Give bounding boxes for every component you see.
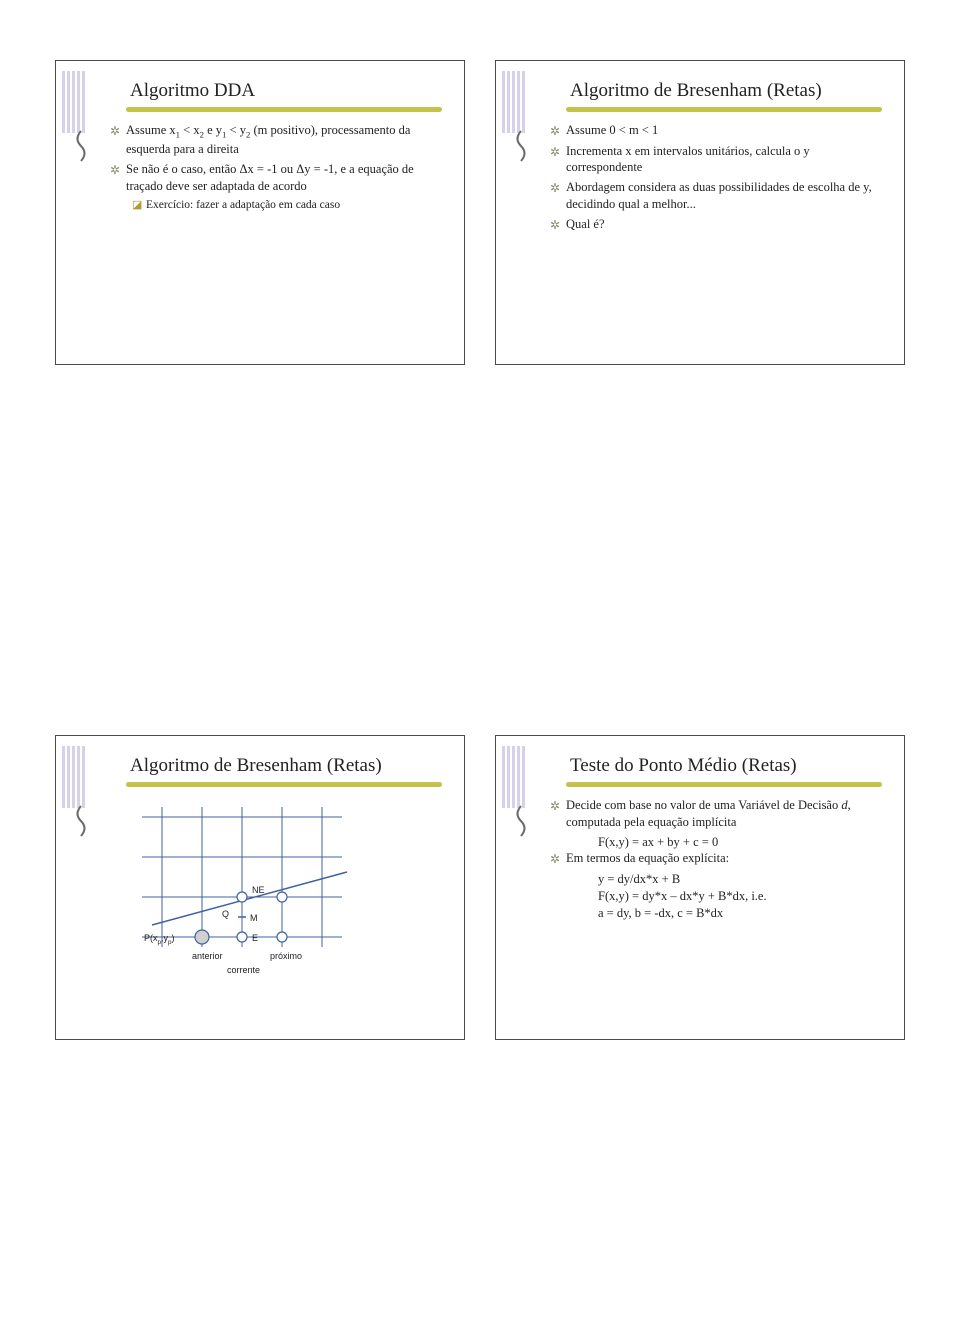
side-decoration xyxy=(62,71,92,133)
svg-text:Q: Q xyxy=(222,909,229,919)
svg-text:anterior: anterior xyxy=(192,951,223,961)
curl-icon xyxy=(70,129,92,163)
bullet-text: Decide com base no valor de uma Variável… xyxy=(566,797,882,831)
slide-title: Algoritmo de Bresenham (Retas) xyxy=(130,754,442,778)
bullet-text: Qual é? xyxy=(566,216,882,233)
bullet-mark-icon: ◪ xyxy=(132,198,146,213)
bullet-level-1: ✲Decide com base no valor de uma Variáve… xyxy=(550,797,882,831)
slide-content: ✲Decide com base no valor de uma Variáve… xyxy=(550,797,882,922)
bullet-level-1: ✲Qual é? xyxy=(550,216,882,234)
slide-title: Teste do Ponto Médio (Retas) xyxy=(570,754,882,778)
indented-line: a = dy, b = -dx, c = B*dx xyxy=(598,905,882,922)
bullet-mark-icon: ✲ xyxy=(110,162,126,179)
bullet-level-1: ✲Em termos da equação explícita: xyxy=(550,850,882,868)
svg-text:M: M xyxy=(250,913,258,923)
bullet-text: Incrementa x em intervalos unitários, ca… xyxy=(566,143,882,177)
bullet-level-1: ✲Assume 0 < m < 1 xyxy=(550,122,882,140)
title-underline xyxy=(126,107,442,112)
bullet-mark-icon: ✲ xyxy=(550,851,566,868)
curl-icon xyxy=(70,804,92,838)
side-decoration xyxy=(502,746,532,808)
curl-icon xyxy=(510,129,532,163)
side-decoration xyxy=(62,746,92,808)
slide-4: Teste do Ponto Médio (Retas) ✲Decide com… xyxy=(495,735,905,1040)
bullet-mark-icon: ✲ xyxy=(550,180,566,197)
title-underline xyxy=(126,782,442,787)
slide-title: Algoritmo DDA xyxy=(130,79,442,103)
slide-row-1: Algoritmo DDA ✲Assume x1 < x2 e y1 < y2 … xyxy=(40,60,920,365)
svg-text:próximo: próximo xyxy=(270,951,302,961)
indented-line: F(x,y) = ax + by + c = 0 xyxy=(598,834,882,851)
slide-content: ✲Assume x1 < x2 e y1 < y2 (m positivo), … xyxy=(110,122,442,213)
title-underline xyxy=(566,782,882,787)
curl-icon xyxy=(510,804,532,838)
bullet-text: Em termos da equação explícita: xyxy=(566,850,882,867)
indented-line: F(x,y) = dy*x – dx*y + B*dx, i.e. xyxy=(598,888,882,905)
bullet-level-1: ✲Incrementa x em intervalos unitários, c… xyxy=(550,143,882,177)
page: Algoritmo DDA ✲Assume x1 < x2 e y1 < y2 … xyxy=(0,0,960,1140)
bullet-mark-icon: ✲ xyxy=(550,144,566,161)
slide-row-2: Algoritmo de Bresenham (Retas) MQP(xp,yp… xyxy=(40,735,920,1040)
slide-2: Algoritmo de Bresenham (Retas) ✲Assume 0… xyxy=(495,60,905,365)
slide-title: Algoritmo de Bresenham (Retas) xyxy=(570,79,882,103)
midpoint-diagram: MQP(xp,yp)NEEanteriorpróximocorrente xyxy=(122,797,442,1002)
bullet-text: Abordagem considera as duas possibilidad… xyxy=(566,179,882,213)
title-underline xyxy=(566,107,882,112)
side-decoration xyxy=(502,71,532,133)
indented-line: y = dy/dx*x + B xyxy=(598,871,882,888)
slide-3: Algoritmo de Bresenham (Retas) MQP(xp,yp… xyxy=(55,735,465,1040)
bullet-level-2: ◪Exercício: fazer a adaptação em cada ca… xyxy=(132,198,442,214)
bullet-mark-icon: ✲ xyxy=(110,123,126,140)
svg-text:corrente: corrente xyxy=(227,965,260,975)
bullet-level-1: ✲Se não é o caso, então Δx = -1 ou Δy = … xyxy=(110,161,442,195)
bullet-mark-icon: ✲ xyxy=(550,123,566,140)
bullet-text: Se não é o caso, então Δx = -1 ou Δy = -… xyxy=(126,161,442,195)
bullet-text: Assume x1 < x2 e y1 < y2 (m positivo), p… xyxy=(126,122,442,158)
bullet-level-1: ✲Assume x1 < x2 e y1 < y2 (m positivo), … xyxy=(110,122,442,158)
bullet-text: Assume 0 < m < 1 xyxy=(566,122,882,139)
slide-content: ✲Assume 0 < m < 1✲Incrementa x em interv… xyxy=(550,122,882,234)
bullet-mark-icon: ✲ xyxy=(550,798,566,815)
bullet-level-1: ✲Abordagem considera as duas possibilida… xyxy=(550,179,882,213)
bullet-text: Exercício: fazer a adaptação em cada cas… xyxy=(146,198,442,214)
diagram-svg: MQP(xp,yp)NEEanteriorpróximocorrente xyxy=(122,797,372,997)
slide-1: Algoritmo DDA ✲Assume x1 < x2 e y1 < y2 … xyxy=(55,60,465,365)
bullet-mark-icon: ✲ xyxy=(550,217,566,234)
